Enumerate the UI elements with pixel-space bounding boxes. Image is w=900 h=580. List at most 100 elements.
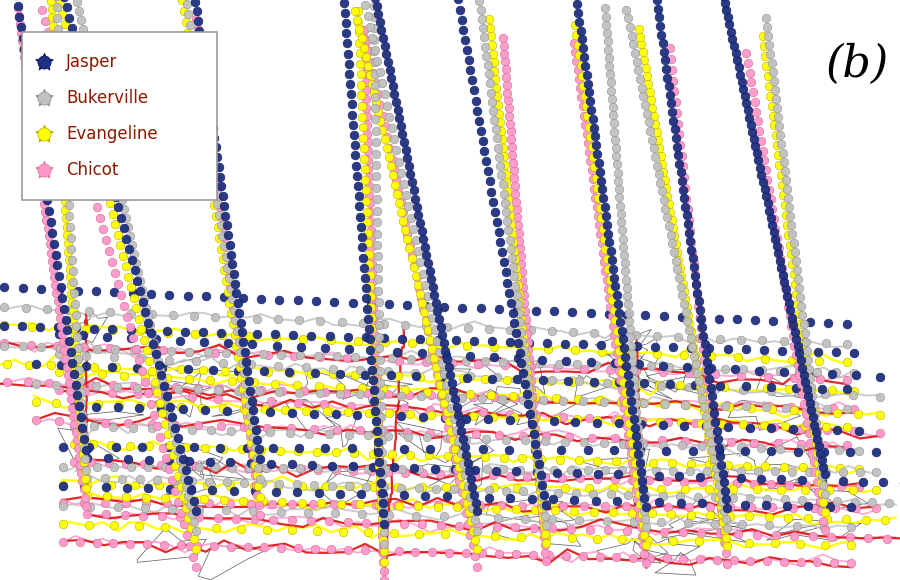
Point (652, 380, 666, 389)
Point (162, 290, 176, 299)
Point (816, 522, 831, 531)
Point (154, 404, 168, 414)
Point (246, 405, 260, 415)
Point (721, 13, 735, 22)
Point (465, 541, 480, 550)
Point (715, 419, 729, 428)
Point (236, 293, 250, 303)
Point (84, 97, 98, 107)
Point (238, 395, 252, 404)
Point (635, 398, 650, 407)
Point (485, 337, 500, 346)
Point (624, 397, 638, 406)
Point (896, 478, 900, 488)
Point (371, 89, 385, 99)
Point (798, 359, 813, 368)
Point (390, 500, 404, 509)
Point (360, 138, 374, 147)
Point (217, 292, 231, 302)
Point (592, 396, 607, 405)
Point (534, 470, 548, 479)
Point (403, 450, 418, 459)
Point (412, 289, 427, 299)
Point (468, 515, 482, 524)
Point (376, 34, 391, 43)
Point (153, 365, 167, 375)
Point (294, 498, 309, 507)
Point (785, 467, 799, 476)
Point (269, 487, 284, 496)
Point (679, 202, 693, 211)
Point (539, 500, 554, 509)
Point (88, 79, 103, 88)
Point (309, 296, 323, 306)
Point (446, 435, 460, 444)
Point (571, 41, 585, 50)
Point (706, 441, 721, 451)
Point (665, 107, 680, 117)
Point (302, 429, 317, 438)
Point (510, 280, 525, 289)
Point (481, 60, 495, 70)
Point (612, 419, 626, 428)
Point (333, 382, 347, 392)
Point (496, 465, 510, 474)
Point (798, 337, 813, 346)
Point (496, 357, 510, 367)
Point (369, 183, 383, 193)
Point (438, 483, 453, 492)
Point (605, 312, 619, 321)
Point (622, 348, 636, 357)
Point (148, 377, 162, 386)
Point (635, 397, 650, 407)
Point (150, 383, 165, 393)
Point (614, 397, 628, 406)
Point (366, 353, 381, 362)
Point (482, 23, 497, 32)
Point (843, 447, 858, 456)
Point (653, 151, 668, 161)
Point (248, 460, 262, 469)
Point (54, 321, 68, 331)
Point (517, 487, 531, 496)
Point (683, 226, 698, 235)
Point (375, 525, 390, 534)
Point (506, 263, 520, 272)
Point (734, 443, 748, 452)
Point (376, 536, 391, 545)
Point (803, 398, 817, 408)
Point (487, 115, 501, 125)
Point (198, 405, 212, 415)
Point (675, 313, 689, 322)
Point (74, 398, 88, 408)
Point (611, 336, 625, 346)
Point (322, 517, 337, 526)
Point (463, 483, 477, 492)
Point (0, 377, 14, 386)
Point (880, 534, 895, 543)
Point (82, 52, 96, 61)
Point (787, 406, 801, 415)
Point (459, 509, 473, 518)
Point (147, 410, 161, 419)
Point (63, 273, 77, 282)
Point (178, 17, 193, 27)
Point (835, 467, 850, 477)
Point (241, 421, 256, 430)
Point (378, 464, 392, 473)
Point (233, 361, 248, 371)
Point (132, 356, 147, 365)
Point (218, 211, 232, 220)
Point (688, 419, 702, 428)
Point (587, 184, 601, 193)
Point (217, 242, 231, 251)
Point (56, 537, 70, 546)
Point (655, 420, 670, 429)
Point (78, 76, 93, 85)
Point (242, 431, 256, 440)
Point (482, 486, 496, 495)
Point (64, 289, 78, 299)
Point (310, 447, 324, 456)
Point (226, 320, 240, 329)
Point (648, 153, 662, 162)
